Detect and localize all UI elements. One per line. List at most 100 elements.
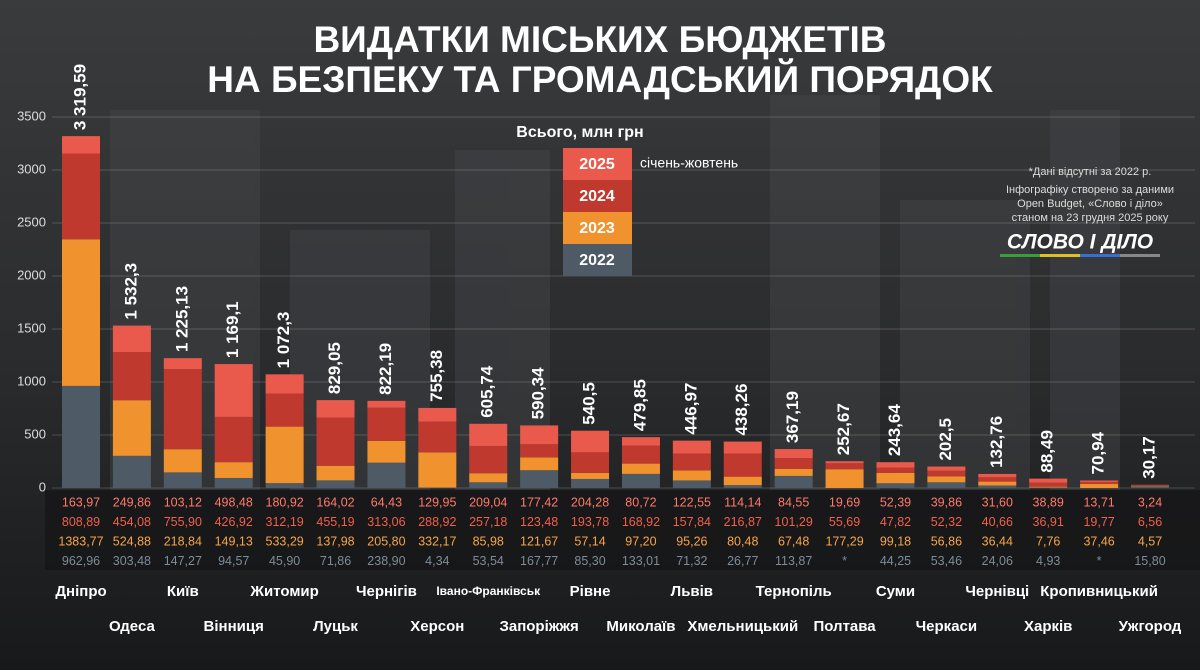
bar-segment	[1029, 482, 1068, 487]
bar-segment	[825, 469, 864, 488]
table-value: 103,12	[164, 495, 202, 509]
table-value: 67,48	[778, 534, 809, 548]
bar-segment	[316, 465, 355, 481]
total-label: 202,5	[936, 418, 955, 461]
table-value: 1383,77	[58, 534, 103, 548]
bar-segment	[367, 407, 406, 441]
table-value: 95,26	[676, 534, 707, 548]
table-value: 53,46	[931, 554, 962, 568]
x-tick-label: Тернопіль	[756, 583, 832, 600]
total-label: 590,34	[529, 367, 548, 420]
total-label: 30,17	[1139, 436, 1158, 479]
table-value: 80,48	[727, 534, 758, 548]
bar-segment	[825, 463, 864, 470]
bar-segment	[723, 441, 762, 454]
table-value: 257,18	[469, 515, 507, 529]
y-tick-label: 2000	[17, 267, 46, 282]
table-value: 312,19	[266, 515, 304, 529]
bar-segment	[469, 423, 508, 446]
bar-segment	[163, 472, 202, 488]
table-value: 238,90	[367, 554, 405, 568]
table-value: 7,76	[1036, 534, 1060, 548]
table-value: 15,80	[1134, 554, 1165, 568]
table-value: 177,29	[825, 534, 863, 548]
x-tick-label: Чернігів	[356, 583, 417, 600]
x-tick-label: Львів	[671, 583, 713, 600]
table-value: 180,92	[266, 495, 304, 509]
bar-segment	[571, 472, 610, 479]
table-value: 249,86	[113, 495, 151, 509]
x-tick-label: Івано-Франківськ	[436, 584, 541, 598]
total-label: 829,05	[325, 342, 344, 394]
x-tick-label: Ужгород	[1119, 618, 1182, 635]
table-value: 71,86	[320, 554, 351, 568]
x-tick-label: Харків	[1024, 618, 1072, 635]
bar-segment	[876, 472, 915, 484]
bar-segment	[1080, 481, 1119, 485]
bar-segment	[978, 485, 1017, 488]
table-value: 38,89	[1033, 495, 1064, 509]
note: *Дані відсутні за 2022 р.	[1029, 166, 1152, 178]
table-value: 36,44	[982, 534, 1013, 548]
table-value: 4,93	[1036, 554, 1060, 568]
total-label: 479,85	[630, 379, 649, 431]
table-value: 455,19	[316, 515, 354, 529]
legend-swatch	[563, 244, 632, 276]
table-value: 47,82	[880, 515, 911, 529]
bar-segment	[112, 352, 151, 401]
chart-title: НА БЕЗПЕКУ ТА ГРОМАДСЬКИЙ ПОРЯДОК	[207, 58, 993, 100]
table-value: 288,92	[418, 515, 456, 529]
table-value: 193,78	[571, 515, 609, 529]
bar-segment	[265, 483, 304, 488]
table-value: 313,06	[367, 515, 405, 529]
table-value: 97,20	[625, 534, 656, 548]
table-value: 533,29	[266, 534, 304, 548]
bar-segment	[62, 385, 100, 488]
table-value: 164,02	[316, 495, 354, 509]
bar-segment	[214, 477, 253, 488]
table-value: 64,43	[371, 495, 402, 509]
table-value: 26,77	[727, 554, 758, 568]
table-value: 216,87	[724, 515, 762, 529]
bar-segment	[1029, 486, 1068, 488]
table-value: 218,84	[164, 534, 202, 548]
y-tick-label: 0	[39, 479, 46, 494]
bar-segment	[469, 473, 508, 483]
table-value: 498,48	[215, 495, 253, 509]
total-label: 540,5	[580, 382, 599, 425]
bar-segment	[112, 455, 151, 488]
table-value: 133,01	[622, 554, 660, 568]
table-value: 31,60	[982, 495, 1013, 509]
legend-label: 2025	[579, 156, 615, 173]
table-value: 122,55	[673, 495, 711, 509]
bar-segment	[927, 476, 966, 483]
table-value: 205,80	[367, 534, 405, 548]
table-value: 167,77	[520, 554, 558, 568]
bar-segment	[112, 325, 151, 353]
table-value: 80,72	[625, 495, 656, 509]
x-tick-label: Полтава	[813, 618, 876, 635]
total-label: 132,76	[987, 416, 1006, 468]
x-tick-label: Запоріжжя	[499, 618, 578, 635]
table-value: 4,57	[1138, 534, 1162, 548]
total-label: 1 532,3	[121, 263, 140, 320]
table-value: 44,25	[880, 554, 911, 568]
bar-segment	[723, 476, 762, 486]
x-tick-label: Київ	[167, 583, 199, 600]
table-value: 84,55	[778, 495, 809, 509]
table-value: 24,06	[982, 554, 1013, 568]
table-value: 808,89	[62, 515, 100, 529]
bar-segment	[316, 480, 355, 488]
bar-segment	[825, 461, 864, 464]
bar-segment	[927, 482, 966, 488]
table-value: 147,27	[164, 554, 202, 568]
bar-segment	[367, 462, 406, 488]
legend-swatch	[563, 148, 632, 180]
bar-segment	[1080, 480, 1119, 482]
y-tick-label: 2500	[17, 214, 46, 229]
bar-segment	[214, 462, 253, 478]
bar-segment	[672, 470, 711, 481]
table-value: *	[842, 554, 847, 568]
table-value: 85,98	[473, 534, 504, 548]
